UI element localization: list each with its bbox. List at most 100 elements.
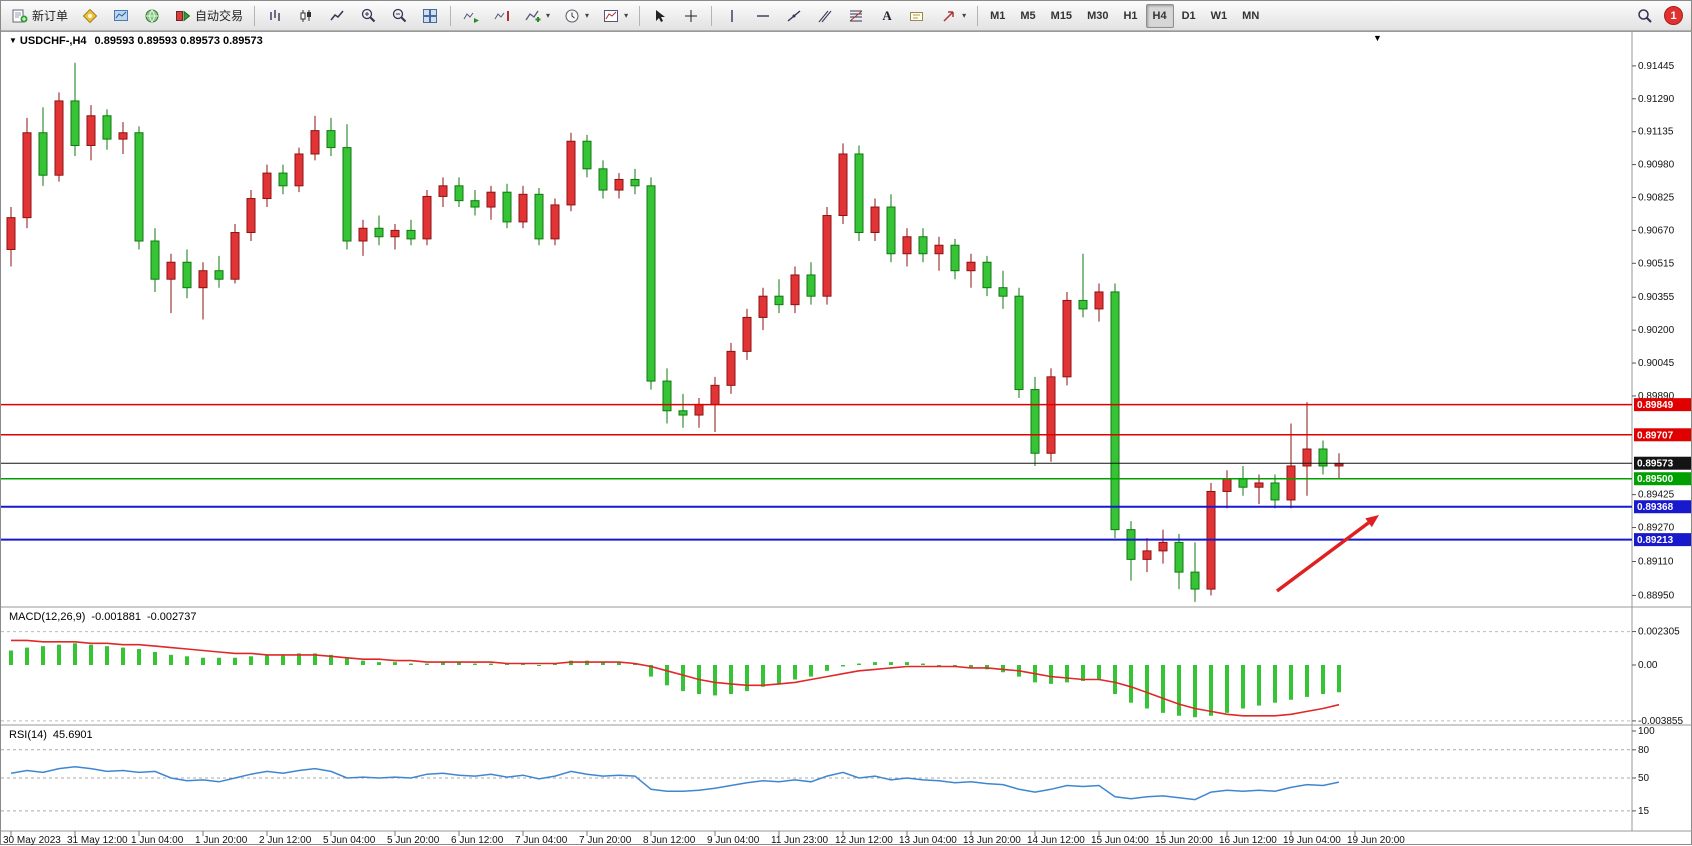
globe-icon <box>143 8 161 24</box>
svg-text:0.90515: 0.90515 <box>1638 258 1675 269</box>
chart-shift-icon <box>493 8 511 24</box>
svg-text:0.91290: 0.91290 <box>1638 94 1675 105</box>
svg-text:19 Jun 04:00: 19 Jun 04:00 <box>1283 835 1341 846</box>
svg-text:7 Jun 20:00: 7 Jun 20:00 <box>579 835 632 846</box>
text-tool-button[interactable]: A <box>872 4 902 28</box>
trendline-icon <box>785 8 803 24</box>
panel-frame <box>1 31 1692 832</box>
svg-text:0.90980: 0.90980 <box>1638 160 1675 171</box>
price-badge-0.89500 <box>1634 472 1691 486</box>
trendline-button[interactable] <box>779 4 809 28</box>
fibonacci-button[interactable] <box>841 4 871 28</box>
line-chart-button[interactable] <box>322 4 352 28</box>
cursor-button[interactable] <box>645 4 675 28</box>
svg-text:0.90825: 0.90825 <box>1638 192 1675 203</box>
clock-icon <box>563 8 581 24</box>
candlestick-icon <box>297 8 315 24</box>
chart-shift-button[interactable] <box>487 4 517 28</box>
svg-text:0.91445: 0.91445 <box>1638 61 1675 72</box>
bar-chart-icon <box>266 8 284 24</box>
svg-text:0.89213: 0.89213 <box>1637 535 1674 546</box>
templates-button[interactable]: ▾ <box>596 4 634 28</box>
candlestick-button[interactable] <box>291 4 321 28</box>
quick-nav-arrow-icon[interactable]: ▼ <box>1373 33 1382 43</box>
horizontal-levels[interactable]: 0.89849 0.89707 0.89573 0.89500 0.89368 0.892… <box>1 398 1691 546</box>
horizontal-line-button[interactable] <box>748 4 778 28</box>
price-badge-0.89213 <box>1634 533 1691 547</box>
autotrading-button[interactable]: 自动交易 <box>168 4 249 28</box>
text-label-icon <box>909 8 927 24</box>
svg-text:0.90355: 0.90355 <box>1638 292 1675 303</box>
rsi-line <box>10 765 1340 801</box>
autotrading-label: 自动交易 <box>195 9 244 23</box>
channel-button[interactable] <box>810 4 840 28</box>
zoom-out-button[interactable] <box>384 4 414 28</box>
chart-canvas[interactable]: 0.91445 0.91290 0.91135 0.90980 0.90825 0.906… <box>1 31 1692 846</box>
vertical-line-icon <box>723 8 741 24</box>
toolbar-separator <box>977 5 979 26</box>
price-badge-0.89707 <box>1634 428 1691 442</box>
timeframe-group: M1 M5 M15 M30 H1 H4 D1 W1 MN <box>983 3 1266 28</box>
trend-arrow-annotation[interactable] <box>1275 515 1379 593</box>
timeframe-button-MN[interactable]: MN <box>1242 9 1260 22</box>
candles-layer <box>6 62 1344 602</box>
text-label-button[interactable] <box>903 4 933 28</box>
timeframe-button-M5[interactable]: M5 <box>1020 9 1036 22</box>
svg-text:0.002305: 0.002305 <box>1638 627 1680 638</box>
svg-text:11 Jun 23:00: 11 Jun 23:00 <box>771 835 829 846</box>
svg-text:9 Jun 04:00: 9 Jun 04:00 <box>707 835 760 846</box>
timeframe-button-H1[interactable]: H1 <box>1123 9 1138 22</box>
tile-windows-button[interactable] <box>415 4 445 28</box>
arrow-tool-icon <box>940 8 958 24</box>
channel-icon <box>816 8 834 24</box>
svg-text:30 May 2023: 30 May 2023 <box>3 835 61 846</box>
toolbar-separator <box>639 5 641 26</box>
svg-text:0.89573: 0.89573 <box>1637 459 1674 470</box>
svg-text:1 Jun 20:00: 1 Jun 20:00 <box>195 835 248 846</box>
svg-text:16 Jun 12:00: 16 Jun 12:00 <box>1219 835 1277 846</box>
globe-button[interactable] <box>137 4 167 28</box>
svg-text:0.89890: 0.89890 <box>1638 391 1675 402</box>
toolbar-separator <box>254 5 256 26</box>
timeframe-button-W1[interactable]: W1 <box>1210 9 1228 22</box>
timeframe-button-H4[interactable]: H4 <box>1145 3 1174 28</box>
svg-text:0.89425: 0.89425 <box>1638 490 1675 501</box>
main-toolbar: 新订单 自动交易 ▾ ▾ ▾ A ▾ M1 M5 M15 M3 <box>1 1 1691 31</box>
chart-window-button[interactable] <box>106 4 136 28</box>
compass-button[interactable] <box>75 4 105 28</box>
svg-text:0.90045: 0.90045 <box>1638 358 1675 369</box>
chart-area[interactable]: 0.91445 0.91290 0.91135 0.90980 0.90825 0.906… <box>1 31 1692 846</box>
svg-text:50: 50 <box>1638 773 1650 784</box>
timeframe-button-D1[interactable]: D1 <box>1181 9 1196 22</box>
svg-text:19 Jun 20:00: 19 Jun 20:00 <box>1347 835 1405 846</box>
bar-chart-button[interactable] <box>260 4 290 28</box>
timeframe-button-M30[interactable]: M30 <box>1087 9 1109 22</box>
arrows-tool-button[interactable]: ▾ <box>934 4 972 28</box>
price-axis: 0.91445 0.91290 0.91135 0.90980 0.90825 0.906… <box>1632 61 1675 601</box>
toolbar-separator <box>450 5 452 26</box>
svg-text:-0.003855: -0.003855 <box>1638 716 1683 727</box>
periods-button[interactable]: ▾ <box>557 4 595 28</box>
new-order-button[interactable]: 新订单 <box>5 4 74 28</box>
indicators-button[interactable]: ▾ <box>518 4 556 28</box>
crosshair-button[interactable] <box>676 4 706 28</box>
zoom-in-button[interactable] <box>353 4 383 28</box>
notification-badge[interactable]: 1 <box>1664 6 1683 25</box>
line-chart-icon <box>328 8 346 24</box>
svg-text:12 Jun 12:00: 12 Jun 12:00 <box>835 835 893 846</box>
svg-text:2 Jun 12:00: 2 Jun 12:00 <box>259 835 312 846</box>
svg-text:0.90200: 0.90200 <box>1638 325 1675 336</box>
svg-text:0.89707: 0.89707 <box>1637 430 1674 441</box>
timeframe-button-M1[interactable]: M1 <box>990 9 1006 22</box>
timeframe-button-M15[interactable]: M15 <box>1050 9 1073 22</box>
new-order-icon <box>11 8 29 24</box>
search-button[interactable] <box>1629 4 1659 28</box>
svg-text:1 Jun 04:00: 1 Jun 04:00 <box>131 835 184 846</box>
macd-panel: 0.002305 0.00 -0.003855 <box>1 627 1683 727</box>
chevron-down-icon: ▾ <box>585 11 590 20</box>
vertical-line-button[interactable] <box>717 4 747 28</box>
fibonacci-icon <box>847 8 865 24</box>
search-icon <box>1635 8 1653 24</box>
auto-scroll-button[interactable] <box>456 4 486 28</box>
svg-text:0.89368: 0.89368 <box>1637 502 1674 513</box>
